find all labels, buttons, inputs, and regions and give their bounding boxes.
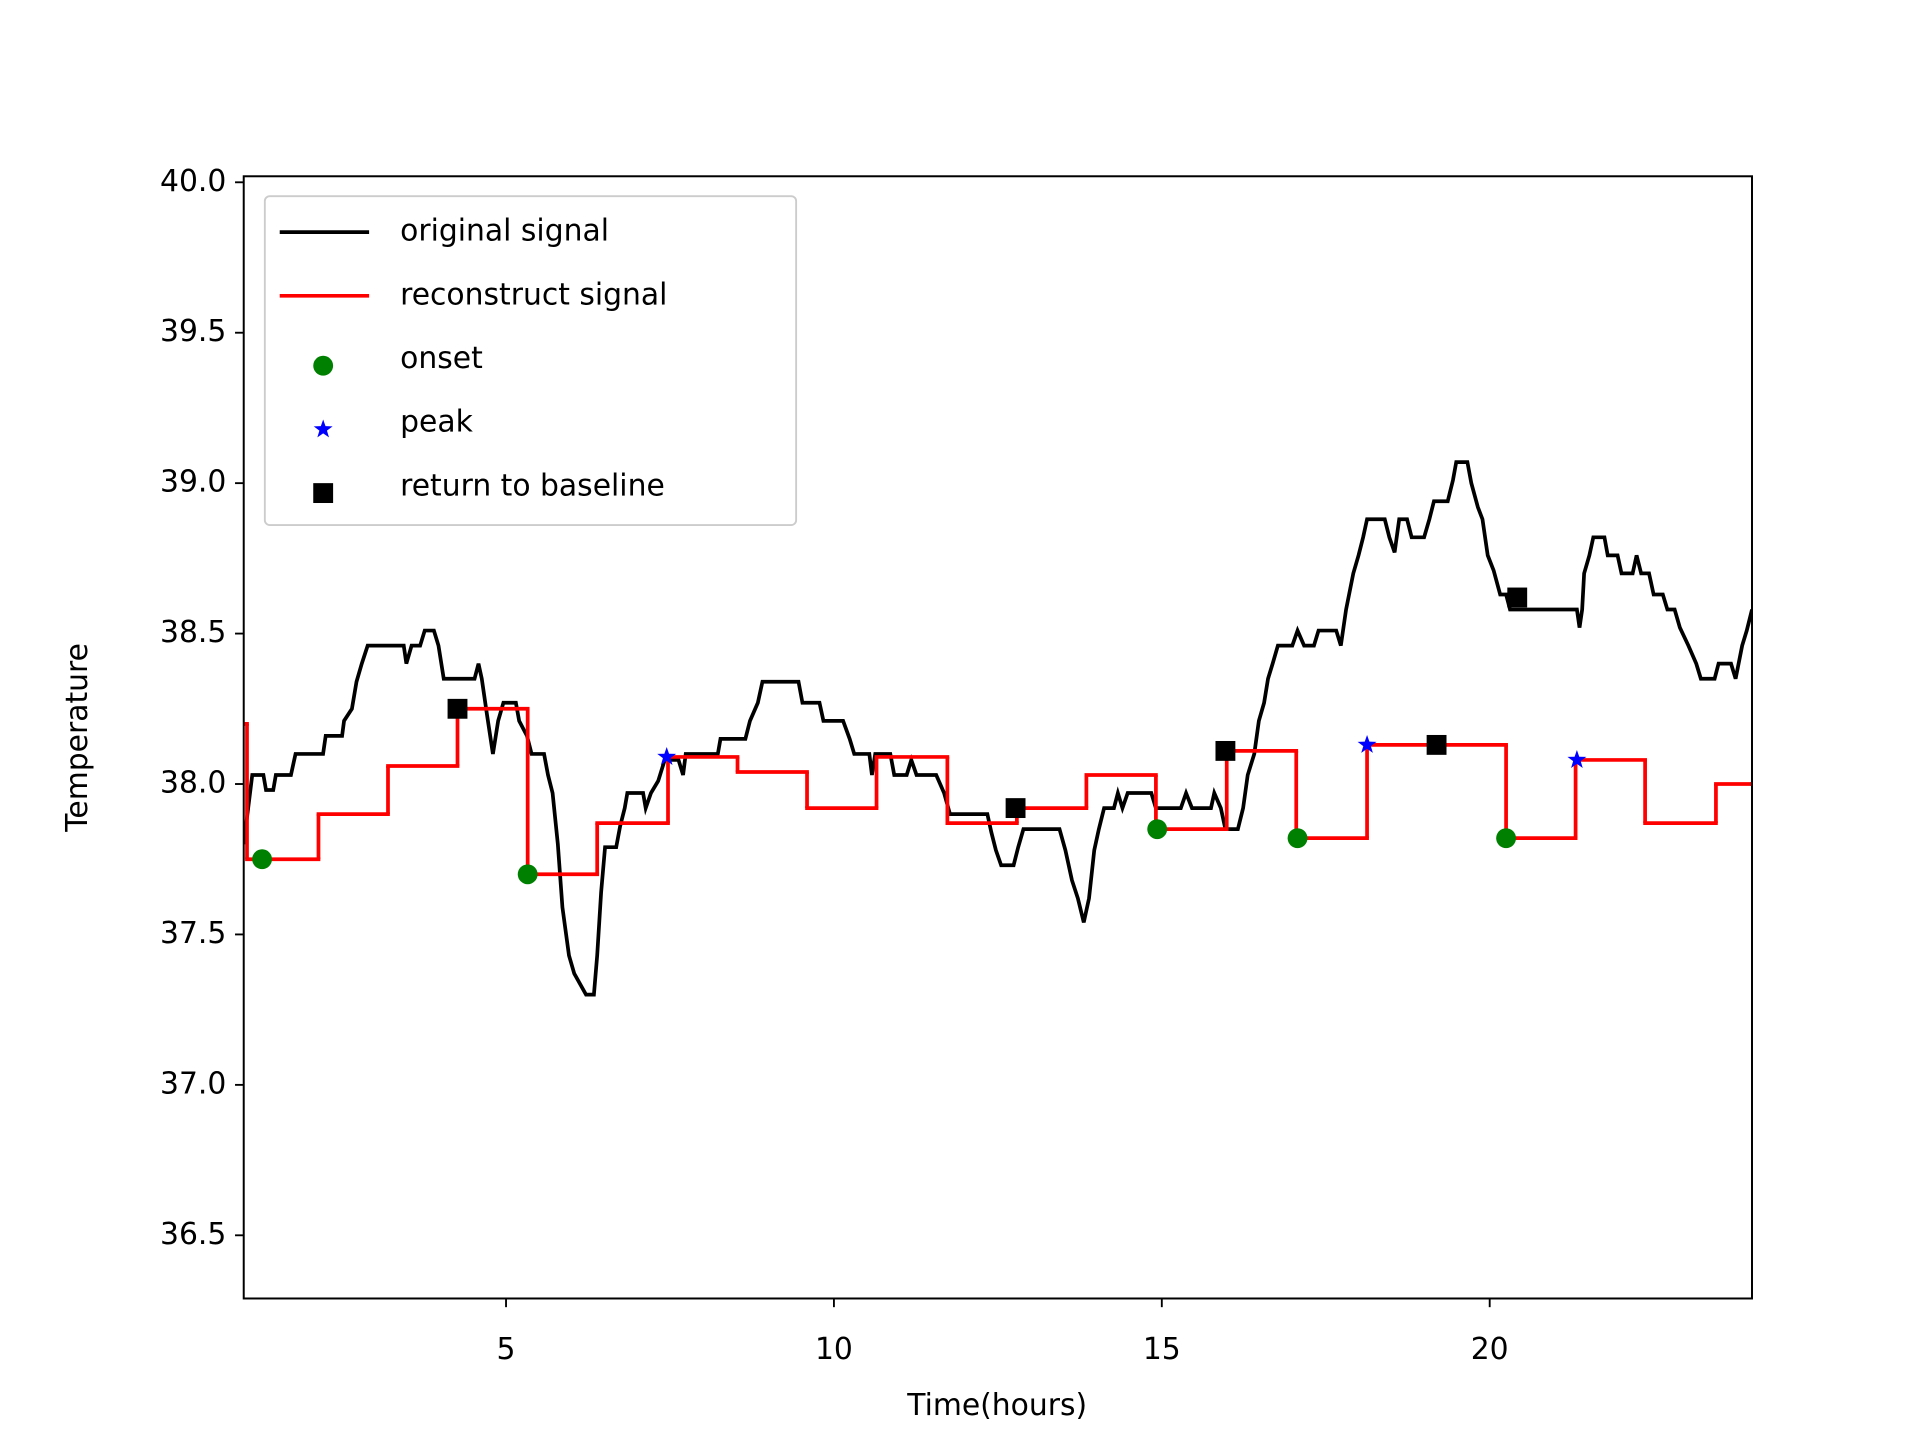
y-tick-label: 38.0 bbox=[160, 766, 226, 801]
onset-marker bbox=[1287, 828, 1308, 849]
legend-marker bbox=[313, 419, 333, 438]
y-axis-label: Temperature bbox=[60, 643, 95, 833]
x-tick-label: 15 bbox=[1143, 1332, 1181, 1367]
y-tick-label: 37.5 bbox=[160, 916, 226, 951]
legend-label: reconstruct signal bbox=[400, 277, 667, 312]
peak-marker bbox=[1567, 750, 1587, 768]
x-tick-label: 5 bbox=[497, 1332, 516, 1367]
baseline-marker bbox=[1215, 740, 1236, 761]
baseline-marker bbox=[447, 698, 468, 719]
y-tick-label: 40.0 bbox=[160, 164, 226, 199]
legend-label: return to baseline bbox=[400, 468, 665, 503]
legend-label: original signal bbox=[400, 214, 609, 249]
baseline-marker bbox=[1426, 734, 1447, 755]
legend-box bbox=[263, 195, 798, 527]
y-tick-label: 39.5 bbox=[160, 314, 226, 349]
legend-marker bbox=[313, 483, 334, 504]
peak-marker bbox=[657, 747, 677, 765]
baseline-marker bbox=[1005, 798, 1026, 819]
baseline-marker bbox=[1507, 587, 1528, 608]
legend-marker bbox=[313, 355, 334, 376]
onset-marker bbox=[1496, 828, 1517, 849]
x-tick-label: 10 bbox=[815, 1332, 853, 1367]
legend-label: onset bbox=[400, 341, 483, 376]
legend-label: peak bbox=[400, 405, 473, 440]
y-tick-label: 38.5 bbox=[160, 615, 226, 650]
original-signal-line bbox=[243, 460, 1753, 997]
onset-marker bbox=[517, 864, 538, 885]
y-tick-label: 39.0 bbox=[160, 465, 226, 500]
y-tick-label: 36.5 bbox=[160, 1217, 226, 1252]
axes-frame bbox=[242, 175, 1753, 1300]
x-axis-label: Time(hours) bbox=[906, 1388, 1087, 1423]
peak-marker bbox=[1357, 734, 1377, 753]
x-tick-label: 20 bbox=[1471, 1332, 1509, 1367]
y-tick-label: 37.0 bbox=[160, 1066, 226, 1101]
onset-marker bbox=[1147, 819, 1168, 840]
plot-area bbox=[243, 460, 1753, 997]
onset-marker bbox=[252, 849, 273, 870]
